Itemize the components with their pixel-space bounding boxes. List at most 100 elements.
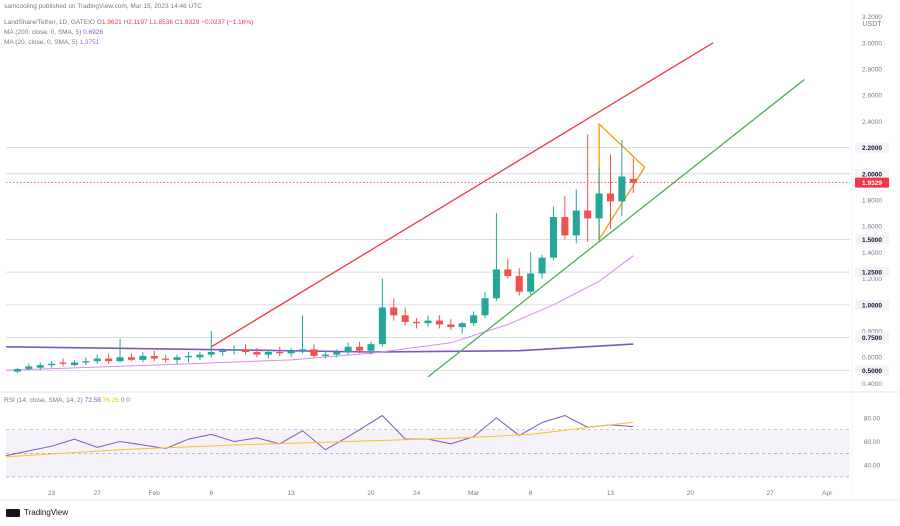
level-badge-label: 1.0000 [862, 302, 882, 309]
low-value: 1.8536 [153, 19, 173, 26]
ma200-legend[interactable]: MA (200, close, 0, SMA, 5) 0.6926 [4, 29, 103, 36]
candle-body [276, 352, 284, 354]
rsi-zero-1: 0 [120, 397, 125, 404]
price-tick-label: 1.8000 [862, 198, 882, 205]
level-badge-label: 1.5000 [862, 237, 882, 244]
candle-body [424, 320, 432, 324]
candle-body [618, 176, 626, 202]
candle-body [241, 349, 250, 353]
candle-body [378, 307, 386, 345]
price-tick-label: 1.6000 [862, 224, 882, 231]
candle-body [606, 193, 615, 202]
time-tick-label: Apr [822, 490, 833, 497]
candle-body [82, 361, 90, 363]
level-badge [855, 168, 889, 179]
time-tick-label: 13 [607, 490, 615, 497]
candle-body [173, 357, 181, 360]
candle-body [70, 362, 78, 366]
time-tick-label: 24 [413, 490, 421, 497]
close-value: 1.9329 [179, 19, 200, 26]
candle-body [48, 363, 56, 366]
ma200-value: 0.6926 [83, 29, 104, 36]
time-tick-label: Feb [149, 490, 161, 497]
candle-body [458, 323, 466, 328]
price-tick-label: 0.6000 [862, 355, 882, 362]
level-badge [855, 332, 889, 343]
price-tick-label: 2.6000 [862, 93, 882, 100]
candle-body [561, 217, 569, 236]
candle-body [184, 355, 193, 358]
level-badge-label: 0.5000 [862, 368, 882, 375]
candle-body [196, 354, 204, 358]
price-tick-label: 2.8000 [862, 67, 882, 74]
level-badge-label: 2.0000 [862, 171, 882, 178]
candle-body [481, 298, 489, 316]
symbol-legend[interactable]: LandShare/Tether, 1D, GATEIO O1.9621 H2.… [4, 19, 253, 26]
candle-body [321, 354, 329, 356]
tradingview-brand-label: TradingView [24, 508, 69, 517]
ma-line [5, 255, 634, 371]
price-tick-label: 1.4000 [862, 250, 882, 257]
rsi-tick-label: 60.00 [864, 439, 881, 446]
rsi-sma-value: 76.25 [102, 397, 119, 404]
high-label: H [123, 19, 129, 26]
time-tick-label: 20 [367, 490, 375, 497]
candle-body [584, 210, 592, 219]
level-badge [855, 299, 889, 310]
candle-body [549, 217, 557, 258]
candle-body [105, 358, 113, 362]
ma-line [5, 343, 634, 353]
time-tick-label: 27 [767, 490, 775, 497]
tradingview-logo-icon [6, 508, 20, 517]
candle-body [401, 315, 409, 322]
rsi-legend[interactable]: RSI (14, close, SMA, 14, 2) 72.58 76.25 … [4, 397, 130, 404]
level-badge [855, 142, 889, 153]
candle-body [492, 269, 500, 299]
rsi-value: 72.58 [84, 397, 101, 404]
level-badge-label: 1.2500 [862, 270, 882, 277]
candle-body [230, 349, 238, 351]
ma200-label: MA (200, close, 0, SMA, 5) [4, 29, 82, 36]
publisher-line: samcooling published on TradingView.com,… [4, 3, 202, 10]
level-badge [855, 267, 889, 278]
candle-body [538, 257, 546, 274]
candle-body [333, 352, 341, 355]
time-tick-label: 6 [529, 490, 533, 497]
trendline [427, 78, 805, 378]
candle-body [287, 350, 295, 354]
candle-body [207, 352, 215, 355]
candle-body [299, 349, 307, 351]
candle-body [116, 357, 124, 362]
price-tick-label: 0.4000 [862, 381, 882, 388]
last-price-badge [855, 177, 889, 188]
close-label: C [174, 19, 180, 26]
candle-body [527, 273, 535, 292]
time-tick-label: 13 [288, 490, 296, 497]
candle-body [93, 358, 101, 362]
price-tick-label: 3.2000 [862, 14, 882, 21]
level-badge-label: 2.2000 [862, 145, 882, 152]
level-badge [855, 234, 889, 245]
rsi-line [5, 421, 634, 458]
ma20-legend[interactable]: MA (20, close, 0, SMA, 5) 1.3751 [4, 39, 99, 46]
rsi-line [5, 414, 634, 457]
candle-body [139, 355, 147, 360]
ma20-label: MA (20, close, 0, SMA, 5) [4, 39, 78, 46]
candle-body [470, 315, 478, 324]
candle-body [504, 269, 512, 277]
last-price-label: 1.9329 [862, 180, 882, 187]
candle-body [344, 346, 352, 353]
low-label: L [149, 19, 154, 26]
trendline [210, 42, 714, 348]
candle-body [36, 365, 44, 368]
candle-body [435, 320, 443, 325]
tradingview-logo[interactable]: TradingView [6, 508, 68, 517]
level-badge-label: 0.7500 [862, 335, 882, 342]
open-label: O [96, 19, 102, 26]
candle-body [59, 362, 67, 364]
candle-body [595, 193, 603, 219]
price-tick-label: 0.8000 [862, 329, 882, 336]
candle-body [413, 321, 421, 324]
rsi-zero-2: 0 [126, 397, 130, 404]
